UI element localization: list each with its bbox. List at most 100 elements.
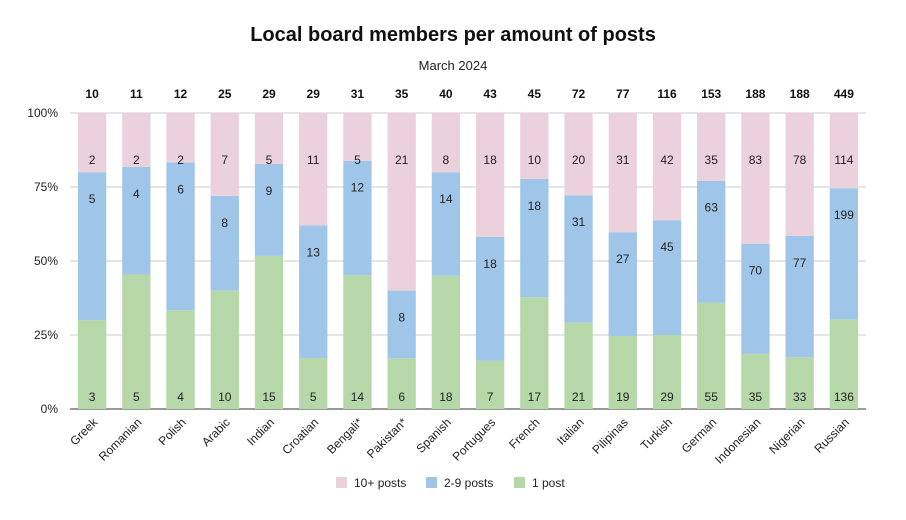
data-label: 114 bbox=[834, 153, 853, 167]
y-tick-label: 75% bbox=[34, 180, 58, 194]
bar-segment bbox=[210, 290, 239, 409]
data-label: 18 bbox=[483, 153, 497, 167]
bar-segment bbox=[122, 274, 151, 409]
total-label: 188 bbox=[745, 87, 765, 101]
x-tick-label: Pakistan* bbox=[364, 415, 410, 461]
data-label: 21 bbox=[395, 153, 409, 167]
x-tick-label: Arabic bbox=[199, 415, 233, 449]
x-tick-label: French bbox=[506, 415, 542, 451]
bar-segment bbox=[431, 172, 461, 276]
bar-segment bbox=[299, 357, 328, 409]
x-tick-label: Bengali* bbox=[324, 415, 366, 457]
bar-segment bbox=[387, 358, 416, 409]
legend-swatch bbox=[426, 477, 437, 488]
total-label: 116 bbox=[657, 87, 677, 101]
legend-label: 10+ posts bbox=[354, 476, 406, 490]
data-label: 8 bbox=[221, 216, 228, 230]
bar-segment bbox=[697, 180, 726, 303]
data-label: 18 bbox=[439, 390, 453, 404]
x-tick-label: Indian bbox=[244, 415, 277, 448]
bar-segment bbox=[741, 353, 770, 409]
bar-segment bbox=[652, 113, 682, 221]
data-label: 31 bbox=[616, 153, 630, 167]
bar-segment bbox=[564, 195, 593, 323]
data-label: 55 bbox=[705, 390, 719, 404]
data-label: 83 bbox=[749, 153, 763, 167]
data-label: 4 bbox=[133, 187, 140, 201]
legend-swatch bbox=[336, 477, 347, 488]
total-label: 153 bbox=[701, 87, 721, 101]
bar-segment bbox=[829, 113, 859, 189]
legend-label: 1 post bbox=[532, 476, 565, 490]
bar-segment bbox=[210, 195, 239, 291]
bar-segment bbox=[254, 113, 284, 165]
y-tick-label: 100% bbox=[27, 106, 58, 120]
data-label: 136 bbox=[834, 390, 854, 404]
bar-segment bbox=[122, 166, 151, 275]
data-label: 18 bbox=[528, 199, 542, 213]
bar-segment bbox=[829, 319, 859, 409]
y-tick-label: 0% bbox=[41, 402, 59, 416]
data-label: 10 bbox=[528, 153, 542, 167]
data-label: 8 bbox=[443, 153, 450, 167]
data-label: 35 bbox=[705, 153, 719, 167]
bar-segment bbox=[475, 360, 505, 409]
data-label: 33 bbox=[793, 390, 807, 404]
data-label: 77 bbox=[793, 256, 807, 270]
x-tick-label: Spanish bbox=[413, 415, 454, 456]
x-tick-label: Italian bbox=[554, 415, 587, 448]
bar-segment bbox=[387, 290, 416, 359]
data-label: 18 bbox=[483, 257, 497, 271]
total-label: 31 bbox=[351, 87, 365, 101]
total-label: 188 bbox=[790, 87, 810, 101]
bar-segment bbox=[652, 220, 682, 335]
data-label: 35 bbox=[749, 390, 763, 404]
bar-segment bbox=[254, 255, 284, 409]
bar-segment bbox=[166, 310, 195, 409]
data-label: 7 bbox=[221, 153, 228, 167]
data-label: 45 bbox=[660, 240, 674, 254]
data-label: 11 bbox=[307, 153, 320, 167]
bar-segment bbox=[77, 320, 107, 409]
total-label: 449 bbox=[834, 87, 854, 101]
x-tick-label: Romanian bbox=[96, 415, 145, 464]
chart-title: Local board members per amount of posts bbox=[250, 24, 656, 46]
bar-segment bbox=[343, 113, 372, 161]
bar-segment bbox=[475, 113, 505, 237]
bar-segment bbox=[210, 113, 239, 196]
data-label: 19 bbox=[616, 390, 630, 404]
data-label: 20 bbox=[572, 153, 586, 167]
bar-segment bbox=[77, 113, 107, 173]
bar-segment bbox=[741, 113, 770, 244]
bar-segment bbox=[299, 113, 328, 226]
data-label: 14 bbox=[351, 390, 365, 404]
x-tick-label: Turkish bbox=[638, 415, 675, 452]
bar-segment bbox=[520, 178, 549, 298]
total-label: 12 bbox=[174, 87, 188, 101]
bar-segment bbox=[475, 236, 505, 361]
x-tick-label: German bbox=[679, 415, 720, 456]
bar-segment bbox=[564, 113, 593, 196]
data-label: 10 bbox=[218, 390, 232, 404]
data-label: 17 bbox=[528, 390, 542, 404]
total-label: 45 bbox=[528, 87, 542, 101]
bar-segment bbox=[520, 297, 549, 409]
data-label: 2 bbox=[177, 153, 184, 167]
data-label: 42 bbox=[660, 153, 674, 167]
bar-segment bbox=[785, 113, 814, 236]
x-tick-label: Greek bbox=[67, 415, 101, 449]
bar-segment bbox=[343, 275, 372, 409]
bar-segment bbox=[343, 160, 372, 276]
data-label: 5 bbox=[354, 153, 361, 167]
bar-segment bbox=[431, 113, 461, 173]
data-label: 7 bbox=[487, 390, 494, 404]
y-tick-label: 25% bbox=[34, 328, 58, 342]
data-label: 199 bbox=[834, 208, 854, 222]
data-label: 3 bbox=[89, 390, 96, 404]
data-label: 27 bbox=[616, 252, 630, 266]
bar-segment bbox=[785, 235, 814, 358]
data-label: 5 bbox=[133, 390, 140, 404]
data-label: 21 bbox=[572, 390, 586, 404]
bar-segment bbox=[299, 225, 328, 358]
